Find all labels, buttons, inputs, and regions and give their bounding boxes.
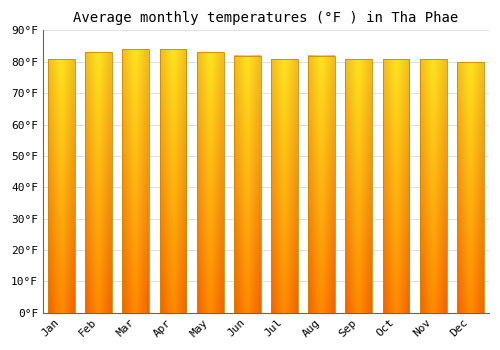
Title: Average monthly temperatures (°F ) in Tha Phae: Average monthly temperatures (°F ) in Th… [74, 11, 458, 25]
Bar [86, 52, 112, 313]
Bar [420, 59, 446, 313]
Bar [234, 56, 260, 313]
Bar [308, 56, 335, 313]
Bar [271, 59, 298, 313]
Bar [197, 52, 224, 313]
Bar [382, 59, 409, 313]
Bar [122, 49, 149, 313]
Bar [48, 59, 75, 313]
Bar [160, 49, 186, 313]
Bar [346, 59, 372, 313]
Bar [457, 62, 483, 313]
